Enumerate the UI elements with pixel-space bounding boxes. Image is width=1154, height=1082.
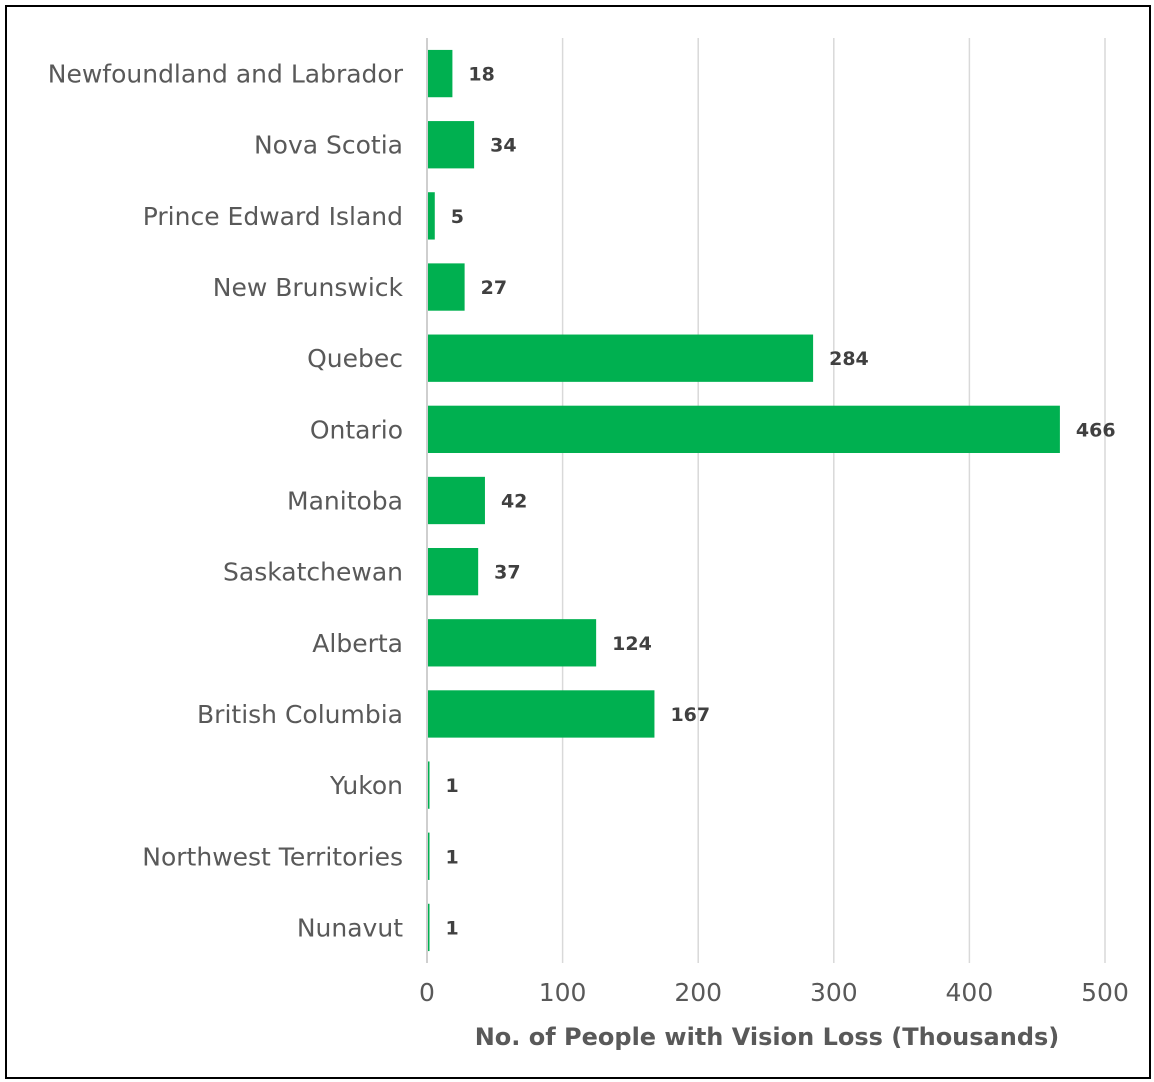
bar [428, 832, 430, 880]
bar [428, 619, 597, 667]
bars [428, 49, 1060, 952]
bar [428, 690, 655, 738]
bar [428, 405, 1060, 454]
category-label: Quebec [307, 344, 403, 373]
data-label: 284 [829, 348, 869, 370]
category-label: Nova Scotia [254, 131, 403, 160]
category-label: New Brunswick [213, 273, 404, 302]
data-label: 466 [1076, 419, 1116, 441]
bar [428, 192, 435, 240]
x-tick-label: 200 [674, 978, 722, 1007]
bar [428, 121, 475, 169]
x-tick-label: 500 [1081, 978, 1129, 1007]
bar [428, 476, 485, 525]
category-label: British Columbia [197, 700, 403, 729]
category-label: Ontario [310, 415, 403, 444]
x-tick-labels: 0 100 200 300 400 500 [419, 978, 1129, 1007]
data-label: 27 [481, 277, 507, 299]
category-label: Manitoba [287, 487, 403, 516]
bar [428, 547, 479, 596]
data-labels: 18 34 5 27 284 466 42 37 124 167 1 1 1 [446, 64, 1116, 940]
x-tick-label: 0 [419, 978, 435, 1007]
bar-chart: Newfoundland and Labrador Nova Scotia Prin… [48, 38, 1129, 1051]
data-label: 42 [501, 491, 527, 513]
bar [428, 761, 430, 809]
data-label: 5 [451, 206, 464, 228]
data-label: 1 [446, 846, 459, 868]
x-tick-label: 300 [810, 978, 858, 1007]
bar [428, 263, 465, 311]
category-label: Alberta [312, 629, 403, 658]
bar [428, 49, 453, 98]
data-label: 1 [446, 775, 459, 797]
chart-frame: Newfoundland and Labrador Nova Scotia Prin… [5, 5, 1151, 1079]
x-axis-title: No. of People with Vision Loss (Thousand… [475, 1023, 1060, 1051]
category-label: Saskatchewan [223, 558, 403, 587]
data-label: 167 [670, 704, 710, 726]
x-tick-label: 100 [539, 978, 587, 1007]
data-label: 34 [490, 135, 516, 157]
category-label: Prince Edward Island [143, 202, 403, 231]
bar [428, 334, 814, 382]
category-label: Northwest Territories [142, 842, 403, 871]
gridlines [426, 38, 1106, 963]
category-labels: Newfoundland and Labrador Nova Scotia Prin… [48, 60, 404, 943]
data-label: 18 [468, 64, 494, 86]
category-label: Yukon [329, 771, 403, 800]
data-label: 37 [494, 562, 520, 584]
data-label: 1 [446, 917, 459, 939]
category-label: Newfoundland and Labrador [48, 60, 404, 89]
x-tick-label: 400 [946, 978, 994, 1007]
data-label: 124 [612, 633, 652, 655]
bar [428, 903, 430, 952]
category-label: Nunavut [297, 913, 403, 942]
